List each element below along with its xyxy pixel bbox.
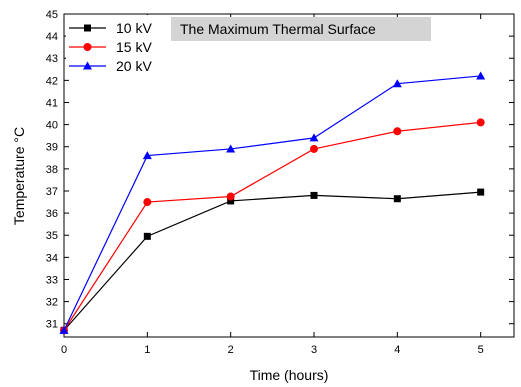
legend-item: 20 kV	[69, 58, 152, 74]
x-tick-label: 0	[61, 344, 67, 356]
legend: 10 kV 15 kV 20 kV	[66, 15, 171, 79]
x-tick-label: 4	[394, 344, 400, 356]
data-point	[393, 195, 401, 203]
annotation-box: The Maximum Thermal Surface	[171, 17, 431, 41]
x-tick-label: 1	[144, 344, 150, 356]
legend-label: 15 kV	[116, 39, 152, 55]
legend-label: 20 kV	[116, 58, 152, 74]
x-tick-label: 2	[228, 344, 234, 356]
y-tick-label: 39	[46, 142, 58, 154]
y-tick-label: 43	[46, 53, 58, 65]
legend-marker	[83, 61, 92, 70]
series-line	[63, 191, 481, 331]
legend-marker	[83, 43, 92, 51]
data-point	[59, 325, 69, 334]
y-tick-label: 41	[46, 97, 58, 109]
y-tick-label: 38	[46, 164, 58, 176]
y-tick-label: 44	[46, 31, 58, 43]
legend-item: 10 kV	[69, 20, 152, 36]
data-point	[143, 198, 152, 207]
legend-label: 10 kV	[116, 20, 152, 36]
data-point	[310, 144, 318, 153]
data-point	[476, 71, 486, 80]
series-1	[60, 118, 485, 335]
y-tick-label: 42	[46, 75, 58, 87]
y-tick-label: 35	[46, 230, 58, 242]
data-point	[227, 197, 235, 205]
y-axis-title: Temperature °C	[11, 127, 27, 225]
legend-item: 15 kV	[69, 39, 152, 55]
data-point	[393, 127, 402, 136]
data-point	[476, 118, 485, 127]
x-axis-title: Time (hours)	[250, 367, 329, 383]
data-point	[310, 191, 318, 199]
y-tick-label: 33	[46, 274, 58, 286]
annotation-background	[171, 17, 431, 41]
x-tick-label: 5	[478, 344, 484, 356]
data-point	[309, 133, 319, 142]
data-point	[226, 144, 236, 153]
y-tick-label: 34	[46, 252, 58, 264]
data-point	[143, 232, 151, 240]
x-tick-label: 3	[311, 344, 317, 356]
data-point	[392, 79, 402, 88]
y-tick-label: 45	[46, 9, 58, 21]
legend-marker	[84, 24, 91, 32]
data-point	[142, 151, 152, 160]
y-tick-label: 36	[46, 208, 58, 220]
data-point	[226, 192, 235, 201]
series-line	[63, 75, 481, 331]
annotation-text: The Maximum Thermal Surface	[180, 21, 376, 37]
y-tick-label: 37	[46, 186, 58, 198]
series-layer	[59, 71, 486, 335]
y-tick-label: 31	[46, 319, 58, 331]
y-tick-label: 40	[46, 120, 58, 132]
y-tick-label: 32	[46, 297, 58, 309]
data-point	[477, 188, 485, 196]
series-line	[63, 121, 481, 331]
series-2	[59, 71, 486, 334]
